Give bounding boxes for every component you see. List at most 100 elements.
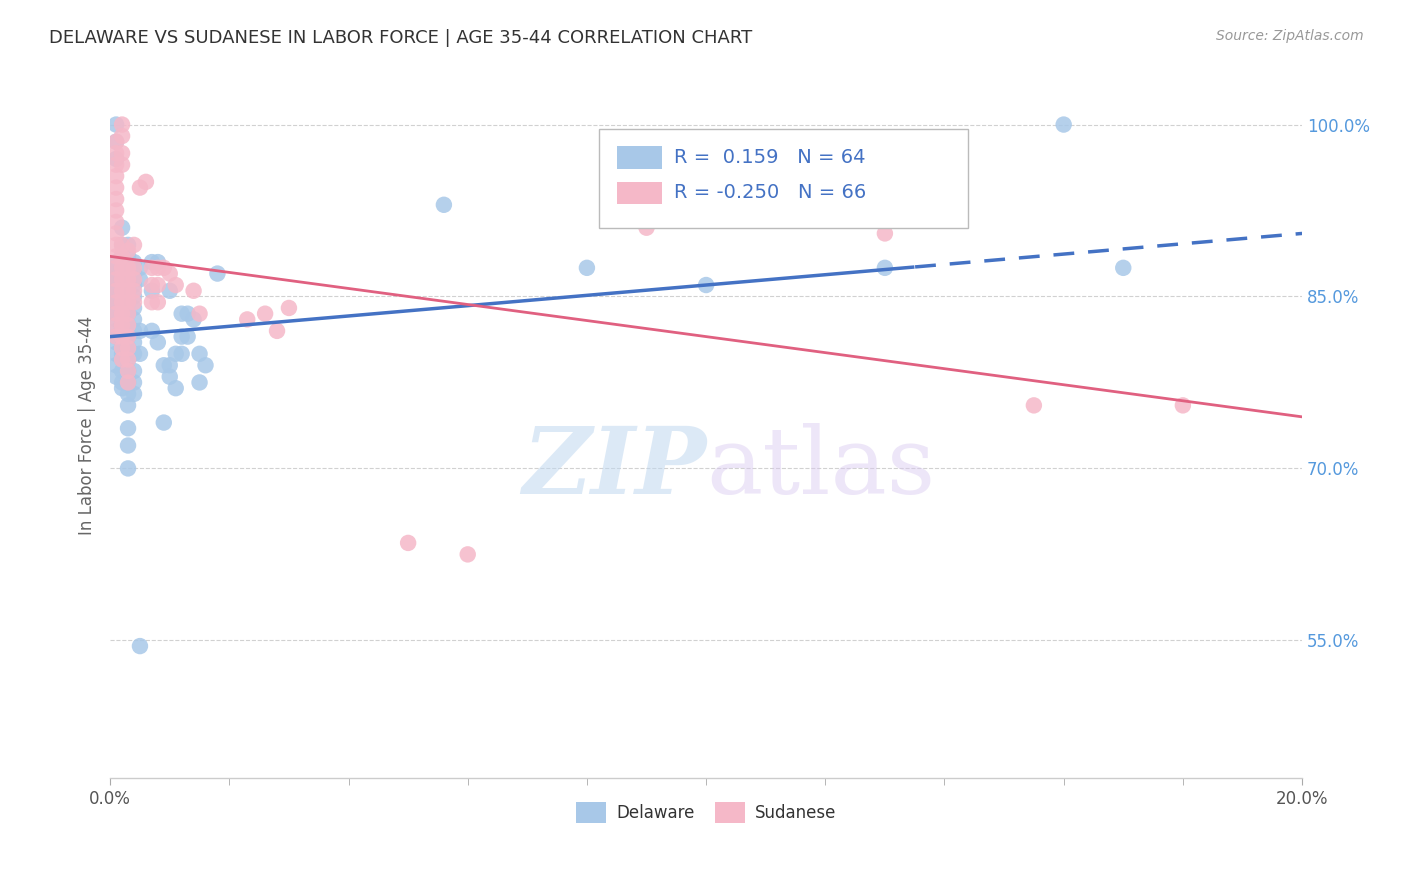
Point xyxy=(117,329,139,343)
Point xyxy=(159,284,181,298)
Point xyxy=(117,341,139,355)
Point xyxy=(146,295,169,310)
Point xyxy=(111,318,134,333)
Point xyxy=(117,387,139,401)
Text: DELAWARE VS SUDANESE IN LABOR FORCE | AGE 35-44 CORRELATION CHART: DELAWARE VS SUDANESE IN LABOR FORCE | AG… xyxy=(49,29,752,46)
Point xyxy=(1171,398,1194,412)
Point xyxy=(146,260,169,275)
Point xyxy=(117,376,139,390)
Point xyxy=(111,324,134,338)
Point xyxy=(105,227,128,241)
Point xyxy=(176,329,198,343)
Point xyxy=(105,295,128,310)
Point xyxy=(122,376,145,390)
FancyBboxPatch shape xyxy=(617,146,662,169)
Text: R = -0.250   N = 66: R = -0.250 N = 66 xyxy=(673,184,866,202)
Point xyxy=(111,260,134,275)
Point xyxy=(165,381,187,395)
Point xyxy=(111,146,134,161)
Point xyxy=(122,255,145,269)
Point xyxy=(117,438,139,452)
Point xyxy=(117,284,139,298)
Point xyxy=(207,267,229,281)
Point xyxy=(105,318,128,333)
Point xyxy=(111,341,134,355)
Point xyxy=(129,347,152,361)
Point xyxy=(105,192,128,206)
Point xyxy=(117,318,139,333)
Y-axis label: In Labor Force | Age 35-44: In Labor Force | Age 35-44 xyxy=(79,316,96,535)
Point xyxy=(111,295,134,310)
Point xyxy=(194,358,217,372)
Point xyxy=(117,272,139,286)
Point xyxy=(111,128,134,143)
Point xyxy=(111,381,134,395)
Point xyxy=(117,341,139,355)
Point xyxy=(278,301,301,315)
Point xyxy=(129,260,152,275)
Point xyxy=(105,312,128,326)
Point xyxy=(122,387,145,401)
Point xyxy=(129,639,152,653)
Point xyxy=(105,152,128,166)
Point xyxy=(122,324,145,338)
Point xyxy=(105,255,128,269)
Point xyxy=(105,135,128,149)
Point xyxy=(117,352,139,367)
Point xyxy=(122,289,145,303)
Point xyxy=(152,416,174,430)
Point xyxy=(1022,398,1045,412)
Point xyxy=(159,369,181,384)
Point xyxy=(170,347,193,361)
Point xyxy=(117,284,139,298)
Point xyxy=(105,118,128,132)
Point xyxy=(111,289,134,303)
Point xyxy=(117,260,139,275)
Point xyxy=(111,272,134,286)
Point xyxy=(176,307,198,321)
Point xyxy=(105,369,128,384)
Point xyxy=(117,295,139,310)
Point xyxy=(122,238,145,252)
Point xyxy=(111,284,134,298)
FancyBboxPatch shape xyxy=(599,129,969,228)
Point xyxy=(141,295,163,310)
Point xyxy=(117,318,139,333)
Point xyxy=(152,358,174,372)
Point xyxy=(105,278,128,293)
Point xyxy=(111,267,134,281)
Point xyxy=(396,536,419,550)
Point xyxy=(111,307,134,321)
Point xyxy=(135,175,157,189)
Point xyxy=(111,376,134,390)
Point xyxy=(254,307,277,321)
Text: atlas: atlas xyxy=(706,423,935,513)
Point xyxy=(105,215,128,229)
Point xyxy=(117,260,139,275)
Point xyxy=(111,220,134,235)
Point xyxy=(122,335,145,350)
Point xyxy=(188,347,211,361)
Point xyxy=(111,352,134,367)
Point xyxy=(122,295,145,310)
Point xyxy=(122,347,145,361)
Point xyxy=(117,244,139,258)
Point xyxy=(105,329,128,343)
Point xyxy=(141,284,163,298)
Point xyxy=(105,267,128,281)
Point xyxy=(117,461,139,475)
Point xyxy=(111,301,134,315)
Point xyxy=(122,284,145,298)
Point xyxy=(111,352,134,367)
Point xyxy=(111,329,134,343)
Point xyxy=(146,255,169,269)
Point xyxy=(695,278,717,293)
Point xyxy=(117,421,139,435)
Point xyxy=(105,272,128,286)
Point xyxy=(170,307,193,321)
Point xyxy=(105,295,128,310)
Point xyxy=(111,278,134,293)
Point xyxy=(105,249,128,263)
Point xyxy=(111,238,134,252)
Point xyxy=(105,135,128,149)
